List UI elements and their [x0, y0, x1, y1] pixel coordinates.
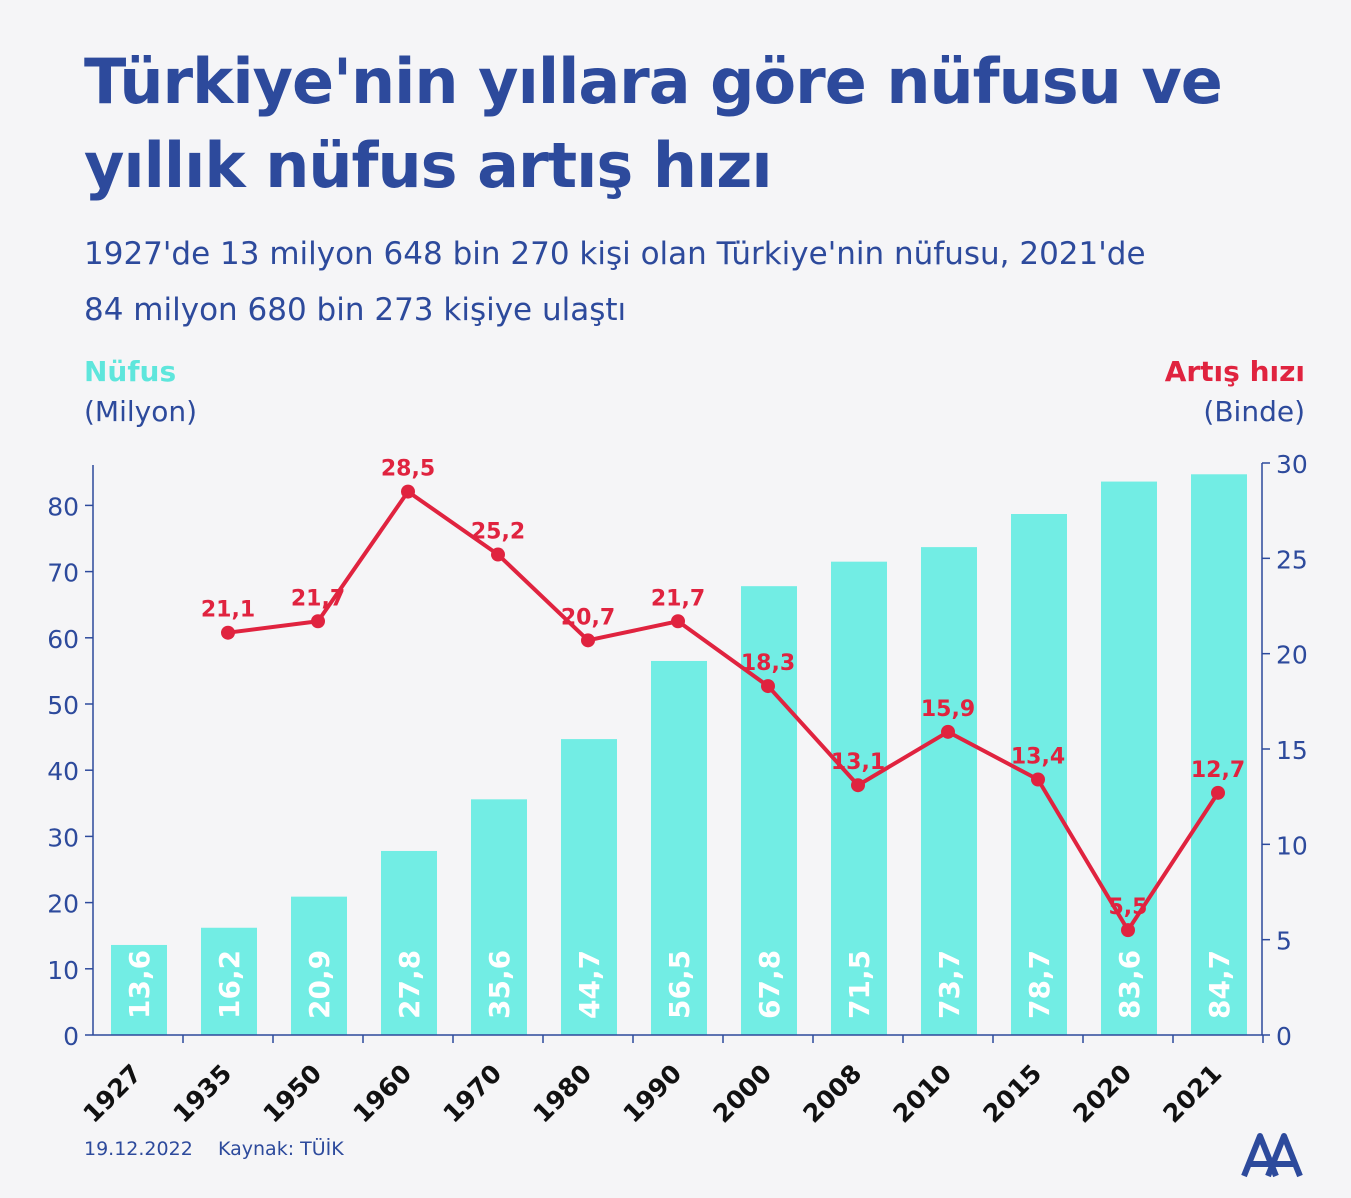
population-bar: [1191, 474, 1247, 1035]
population-bar: [471, 799, 527, 1035]
population-bar: [561, 739, 617, 1035]
population-bar: [381, 850, 437, 1035]
left-tick-label: 60: [47, 625, 79, 654]
x-tick-label: 1990: [618, 1059, 688, 1129]
growth-rate-point: [401, 484, 415, 499]
growth-rate-point: [581, 633, 595, 648]
growth-rate-line: [227, 489, 1220, 933]
x-tick-label: 1960: [348, 1059, 418, 1129]
growth-rate-point: [941, 724, 955, 739]
right-axis-unit: (Binde): [1203, 395, 1305, 428]
x-tick-label: 1970: [438, 1059, 508, 1129]
left-axis-name: Nüfus: [84, 355, 177, 388]
x-tick-label: 1950: [258, 1059, 328, 1129]
left-axis-unit: (Milyon): [84, 395, 198, 428]
chart-subtitle: 1927'de 13 milyon 648 bin 270 kişi olan …: [84, 226, 1284, 338]
growth-rate-label: 20,7: [561, 605, 615, 630]
right-tick-label: 30: [1276, 450, 1308, 479]
population-bar: [921, 547, 977, 1035]
bar-value-label: 20,9: [303, 950, 336, 1019]
growth-rate-label: 12,7: [1191, 758, 1245, 783]
title-line: yıllık nüfus artış hızı: [84, 129, 773, 202]
title-line: Türkiye'nin yıllara göre nüfusu ve: [84, 45, 1223, 118]
footer-source: Kaynak: TÜİK: [218, 1138, 344, 1160]
bar-value-label: 27,8: [393, 950, 426, 1019]
bar-value-label: 78,7: [1023, 950, 1056, 1019]
growth-rate-point: [1211, 785, 1225, 800]
x-tick-label: 2020: [1068, 1059, 1138, 1129]
left-tick-label: 20: [47, 890, 79, 919]
bar-value-label: 16,2: [213, 950, 246, 1019]
growth-rate-label: 13,4: [1011, 745, 1065, 770]
bar-value-label: 71,5: [843, 950, 876, 1019]
footer-date: 19.12.2022: [84, 1138, 193, 1160]
left-tick-label: 50: [47, 691, 79, 720]
growth-rate-label: 21,7: [651, 586, 705, 611]
x-tick-label: 2021: [1158, 1059, 1228, 1129]
growth-rate-label: 13,1: [831, 750, 885, 775]
population-bar: [201, 927, 257, 1035]
chart-title: Türkiye'nin yıllara göre nüfusu ve yıllı…: [84, 40, 1284, 208]
growth-rate-label: 28,5: [381, 457, 435, 482]
growth-rate-point: [221, 625, 235, 640]
growth-rate-point: [761, 679, 775, 694]
right-tick-label: 5: [1276, 927, 1292, 956]
x-tick-label: 2015: [978, 1059, 1048, 1129]
growth-rate-point: [1031, 772, 1045, 787]
right-tick-label: 25: [1276, 545, 1308, 574]
growth-rate-point: [491, 547, 505, 562]
left-axis-title: Nüfus (Milyon): [84, 352, 197, 432]
bar-value-label: 44,7: [573, 950, 606, 1019]
left-tick-label: 10: [47, 956, 79, 985]
right-tick-label: 15: [1276, 736, 1308, 765]
x-tick-label: 2008: [798, 1059, 868, 1129]
growth-rate-point: [311, 614, 325, 629]
right-tick-label: 10: [1276, 831, 1308, 860]
bar-value-label: 13,6: [123, 950, 156, 1019]
left-tick-label: 70: [47, 559, 79, 588]
left-tick-label: 0: [63, 1022, 79, 1051]
left-tick-label: 40: [47, 757, 79, 786]
right-tick-label: 20: [1276, 641, 1308, 670]
subtitle-line: 1927'de 13 milyon 648 bin 270 kişi olan …: [84, 236, 1146, 272]
population-bar: [741, 586, 797, 1035]
growth-rate-label: 21,1: [201, 598, 255, 623]
bar-value-label: 56,5: [663, 950, 696, 1019]
right-axis-title: Artış hızı (Binde): [1165, 352, 1305, 432]
growth-rate-point: [671, 614, 685, 629]
bar-value-label: 67,8: [753, 950, 786, 1019]
right-axis-name: Artış hızı: [1164, 355, 1305, 388]
growth-rate-point: [1121, 923, 1135, 938]
growth-rate-label: 15,9: [921, 697, 975, 722]
left-tick-label: 30: [47, 823, 79, 852]
population-bar: [1101, 481, 1157, 1035]
bar-value-label: 35,6: [483, 950, 516, 1019]
growth-rate-label: 5,5: [1109, 895, 1148, 920]
bar-value-label: 84,7: [1203, 950, 1236, 1019]
population-bar: [111, 944, 167, 1035]
x-tick-label: 2000: [708, 1059, 778, 1129]
x-tick-label: 1927: [78, 1059, 148, 1129]
growth-rate-point: [851, 778, 865, 793]
bar-value-label: 73,7: [933, 950, 966, 1019]
x-tick-label: 1935: [168, 1059, 238, 1129]
x-tick-label: 2010: [888, 1059, 958, 1129]
population-bar: [291, 896, 347, 1035]
growth-rate-label: 18,3: [741, 651, 795, 676]
growth-rate-label: 21,7: [291, 586, 345, 611]
population-bar: [831, 561, 887, 1035]
subtitle-line: 84 milyon 680 bin 273 kişiye ulaştı: [84, 292, 627, 328]
aa-logo-icon: [1241, 1133, 1303, 1178]
bar-value-label: 83,6: [1113, 950, 1146, 1019]
x-tick-label: 1980: [528, 1059, 598, 1129]
left-tick-label: 80: [47, 492, 79, 521]
growth-rate-label: 25,2: [471, 520, 525, 545]
population-bar: [651, 660, 707, 1035]
right-tick-label: 0: [1276, 1022, 1292, 1051]
